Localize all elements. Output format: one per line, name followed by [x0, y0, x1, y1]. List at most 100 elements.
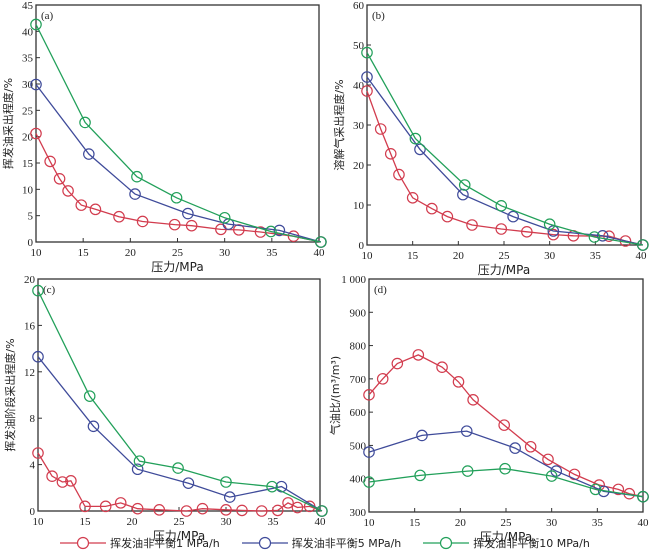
y-tick-label: 4 [30, 460, 36, 472]
data-point [452, 376, 465, 388]
data-point [507, 210, 519, 223]
data-point [637, 239, 649, 251]
y-axis-label: 溶解气采出程度/% [332, 79, 346, 170]
data-point [185, 219, 198, 232]
x-tick-label: 35 [592, 517, 604, 529]
series-1mpa [30, 127, 327, 248]
data-point [79, 116, 91, 129]
series-10mpa [32, 284, 328, 517]
x-tick-label: 25 [499, 250, 511, 262]
data-point [363, 389, 375, 401]
data-point [62, 185, 74, 197]
data-point [461, 465, 474, 477]
data-point [547, 228, 560, 241]
data-point [271, 504, 284, 517]
data-point [384, 148, 397, 160]
data-point [391, 357, 404, 370]
data-point [412, 349, 425, 361]
series-1mpa [32, 447, 328, 517]
data-point [265, 225, 277, 238]
series-line [35, 84, 322, 243]
data-point [99, 500, 112, 513]
plot-frame [37, 278, 321, 512]
data-point [83, 148, 95, 160]
series-line [37, 290, 323, 512]
y-tick-label: 40 [353, 80, 365, 92]
data-point [374, 123, 387, 135]
legend-label-10mpa: 挥发油非平衡10 MPa/h [473, 537, 590, 550]
series-10mpa [363, 462, 649, 503]
x-tick-label: 40 [314, 247, 326, 259]
data-point [75, 199, 88, 211]
data-point [612, 483, 625, 496]
y-tick-label: 0 [359, 240, 365, 252]
panel-label: (a) [41, 10, 54, 22]
y-tick-label: 700 [350, 374, 367, 386]
x-tick-label: 25 [501, 517, 513, 529]
data-point [363, 446, 375, 458]
series-line [368, 430, 644, 498]
data-point [495, 223, 508, 235]
x-axis-label: 压力/MPa [151, 260, 203, 274]
data-point [87, 420, 100, 433]
series-line [35, 24, 322, 243]
legend-marker-10mpa-icon [423, 536, 470, 550]
data-point [499, 462, 511, 475]
data-point [467, 394, 479, 406]
x-tick-label: 25 [172, 247, 184, 259]
x-tick-label: 10 [362, 250, 374, 262]
data-point [89, 203, 102, 216]
y-tick-label: 900 [350, 307, 367, 319]
data-point [542, 453, 554, 466]
y-axis-label: 挥发油采出程度/% [1, 78, 15, 169]
legend-label-5mpa: 挥发油非平衡5 MPa/h [291, 537, 402, 550]
data-point [182, 477, 195, 489]
data-point [196, 502, 209, 515]
data-point [361, 46, 373, 59]
data-point [466, 219, 478, 231]
x-tick-label: 15 [407, 250, 419, 262]
data-point [220, 504, 232, 516]
y-tick-label: 30 [22, 79, 34, 91]
data-point [53, 173, 66, 185]
data-point [113, 210, 125, 223]
data-point [180, 505, 193, 517]
x-tick-label: 30 [546, 517, 558, 529]
data-point [65, 475, 77, 487]
y-tick-label: 45 [22, 0, 34, 12]
y-tick-label: 50 [353, 40, 365, 52]
data-point [136, 215, 149, 228]
x-tick-label: 15 [78, 247, 90, 259]
y-axis-label: 挥发油阶段采出程度/% [3, 338, 17, 451]
y-tick-label: 20 [24, 274, 36, 286]
series-line [368, 354, 644, 498]
data-point [170, 191, 183, 204]
panel-label: (b) [372, 10, 385, 22]
y-tick-label: 10 [353, 200, 365, 212]
data-point [458, 179, 471, 191]
data-point [588, 231, 601, 243]
legend-marker-1mpa-icon [60, 536, 107, 550]
data-point [131, 170, 143, 183]
series-5mpa [361, 71, 649, 251]
data-point [56, 476, 69, 488]
data-point [406, 192, 419, 204]
y-tick-label: 0 [30, 506, 36, 518]
y-tick-label: 20 [353, 160, 365, 172]
data-point [168, 218, 181, 231]
series-1mpa [363, 349, 649, 503]
data-point [79, 500, 91, 513]
series-line [366, 76, 643, 246]
y-tick-label: 1 000 [341, 274, 366, 286]
legend-item-5mpa: 挥发油非平衡5 MPa/h [241, 534, 402, 552]
data-point [596, 230, 609, 242]
data-point [30, 127, 42, 140]
data-point [315, 236, 327, 248]
data-point [182, 207, 194, 220]
x-axis-label: 压力/MPa [153, 529, 205, 543]
data-point [133, 455, 146, 467]
series-5mpa [30, 78, 327, 248]
y-tick-label: 30 [353, 120, 365, 132]
series-line [37, 356, 323, 512]
